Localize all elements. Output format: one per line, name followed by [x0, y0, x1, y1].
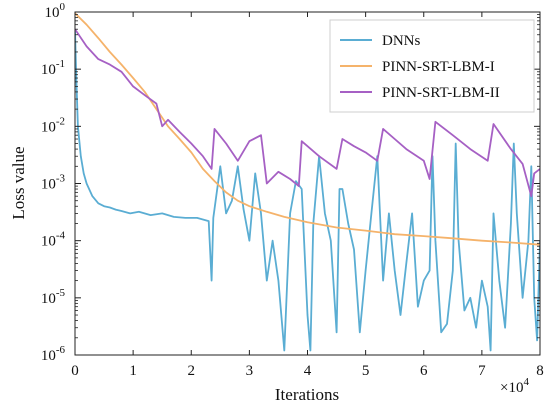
y-tick-label: 10-1 [41, 58, 65, 78]
y-tick-label: 10-6 [41, 344, 66, 364]
legend: DNNs PINN-SRT-LBM-I PINN-SRT-LBM-II [329, 19, 535, 113]
y-axis: 100 10-1 10-2 10-3 10-4 10-5 10-6 [41, 1, 540, 364]
x-tick-label: 5 [362, 363, 370, 379]
x-tick-label: 3 [246, 363, 254, 379]
x-tick-label: 4 [304, 363, 312, 379]
y-axis-label: Loss value [9, 146, 28, 219]
y-tick-label: 10-2 [41, 115, 65, 135]
series-line-1 [75, 29, 540, 352]
x-multiplier-base: ×10 [500, 380, 523, 396]
x-axis: 0 1 2 3 4 5 6 7 8 [71, 12, 544, 379]
legend-label-1: DNNs [382, 33, 420, 49]
x-tick-label: 6 [420, 363, 428, 379]
series-layer [75, 12, 540, 352]
x-tick-label: 7 [478, 363, 486, 379]
series-line-2 [75, 12, 540, 246]
legend-label-3: PINN-SRT-LBM-II [382, 85, 500, 101]
x-tick-label: 8 [536, 363, 544, 379]
y-tick-label: 10-5 [41, 287, 66, 307]
x-axis-multiplier: ×104 [500, 376, 529, 396]
y-tick-label: 10-4 [41, 230, 66, 250]
y-tick-label: 100 [45, 1, 66, 21]
x-multiplier-exponent: 4 [523, 376, 529, 388]
y-tick-label: 10-3 [41, 173, 66, 193]
x-tick-label: 2 [188, 363, 196, 379]
series-line-3 [75, 28, 540, 198]
x-tick-label: 1 [129, 363, 137, 379]
x-axis-label: Iterations [275, 385, 339, 404]
x-tick-label: 0 [71, 363, 79, 379]
legend-label-2: PINN-SRT-LBM-I [382, 59, 495, 75]
